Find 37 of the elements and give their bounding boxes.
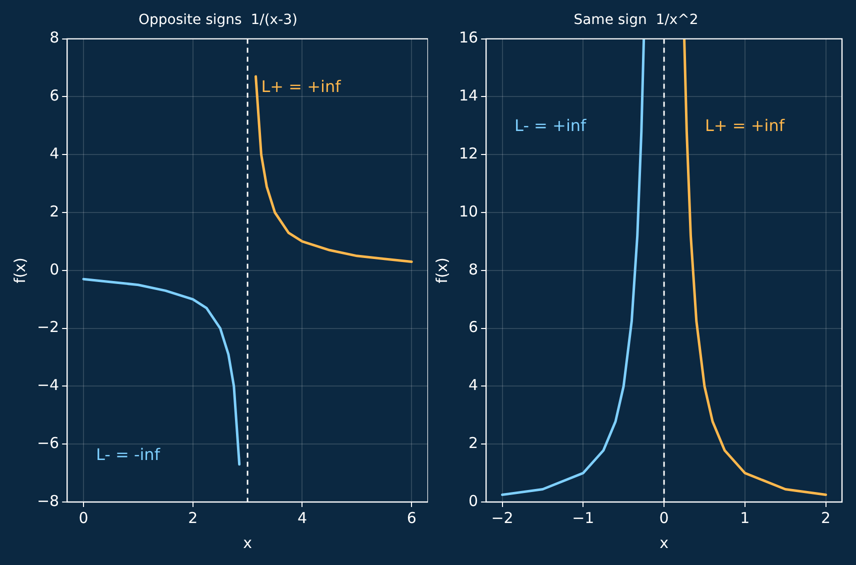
y-tick-label: 4 — [50, 144, 60, 162]
x-axis-title: x — [243, 534, 252, 552]
y-tick-label: 2 — [468, 434, 478, 452]
y-tick-label: 14 — [458, 86, 478, 105]
y-tick-label: 8 — [468, 260, 478, 278]
x-tick-label: −1 — [572, 508, 594, 527]
annotation: L+ = +inf — [704, 116, 785, 135]
y-tick-label: 12 — [458, 144, 478, 162]
y-tick-label: −6 — [36, 434, 60, 452]
y-tick-label: −4 — [36, 376, 60, 394]
x-axis-title: x — [660, 534, 669, 552]
x-tick-label: 0 — [78, 508, 88, 527]
x-tick-label: 1 — [740, 508, 750, 527]
chart-title: Opposite signs 1/(x-3) — [138, 12, 298, 28]
x-tick-label: 6 — [406, 508, 416, 527]
annotation: L- = -inf — [96, 444, 160, 464]
annotation: L+ = +inf — [261, 77, 342, 96]
x-tick-label: 2 — [821, 508, 831, 527]
y-tick-label: 0 — [468, 492, 478, 510]
x-tick-label: 0 — [659, 508, 669, 527]
y-axis-title: f(x) — [432, 257, 451, 284]
y-tick-label: −2 — [36, 318, 60, 336]
y-tick-label: 6 — [50, 86, 60, 105]
x-tick-label: 4 — [297, 508, 308, 527]
y-tick-label: 4 — [468, 376, 478, 394]
y-tick-label: −8 — [36, 492, 60, 510]
y-tick-label: 8 — [50, 28, 60, 47]
y-tick-label: 0 — [50, 260, 60, 278]
annotation: L- = +inf — [514, 116, 587, 135]
y-tick-label: 16 — [458, 28, 478, 47]
y-axis-title: f(x) — [10, 257, 29, 284]
y-tick-label: 10 — [458, 202, 478, 220]
y-tick-label: 6 — [468, 318, 478, 336]
x-tick-label: 2 — [188, 508, 198, 527]
chart-title: Same sign 1/x^2 — [574, 12, 698, 28]
y-tick-label: 2 — [50, 202, 60, 220]
x-tick-label: −2 — [491, 508, 514, 527]
